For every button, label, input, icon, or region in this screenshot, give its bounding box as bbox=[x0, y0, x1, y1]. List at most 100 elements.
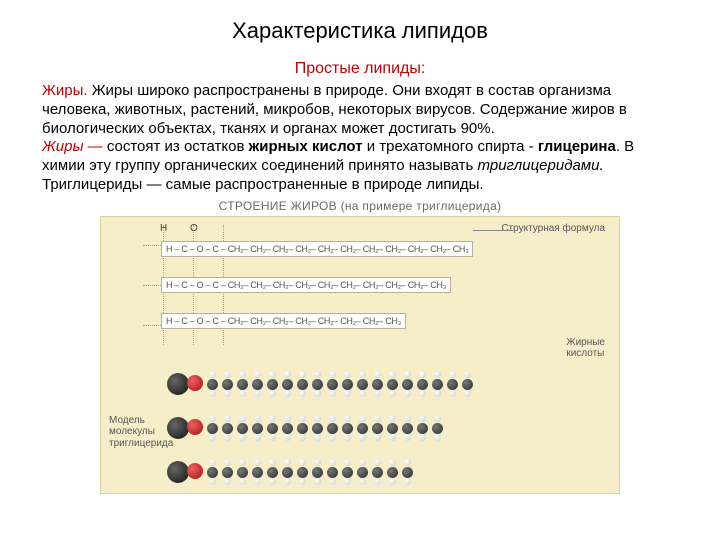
carbon-unit bbox=[250, 415, 265, 441]
carbon-atom-icon bbox=[357, 423, 368, 434]
hydrogen-atom-icon bbox=[464, 371, 471, 378]
carbon-unit bbox=[340, 371, 355, 397]
hydrogen-atom-icon bbox=[359, 371, 366, 378]
carbon-unit bbox=[250, 459, 265, 485]
hydrogen-atom-icon bbox=[344, 478, 351, 485]
hydrogen-atom-icon bbox=[344, 434, 351, 441]
hydrogen-atom-icon bbox=[404, 415, 411, 422]
lead-word-1: Жиры. bbox=[42, 82, 92, 99]
hydrogen-atom-icon bbox=[209, 478, 216, 485]
hydrogen-atom-icon bbox=[404, 478, 411, 485]
carbon-atom-icon bbox=[312, 467, 323, 478]
hydrogen-atom-icon bbox=[239, 390, 246, 397]
hydrogen-atom-icon bbox=[269, 434, 276, 441]
carbon-atom-icon bbox=[252, 467, 263, 478]
hydrogen-atom-icon bbox=[344, 415, 351, 422]
carbon-atom-icon bbox=[402, 379, 413, 390]
formula-row-2: H – C – O – C – CH₂– CH₂– CH₂– CH₂– CH₂–… bbox=[161, 277, 451, 293]
carbon-unit bbox=[430, 371, 445, 397]
hydrogen-atom-icon bbox=[434, 390, 441, 397]
carbon-unit bbox=[445, 371, 460, 397]
hydrogen-atom-icon bbox=[209, 434, 216, 441]
subtitle: Простые липиды: bbox=[42, 60, 678, 78]
carbon-unit bbox=[460, 371, 475, 397]
hydrogen-atom-icon bbox=[284, 459, 291, 466]
carbon-atom-icon bbox=[387, 467, 398, 478]
carbon-atom-icon bbox=[387, 379, 398, 390]
carbon-unit bbox=[220, 415, 235, 441]
carbon-atom-icon bbox=[372, 467, 383, 478]
carbon-atom-icon bbox=[327, 467, 338, 478]
hydrogen-atom-icon bbox=[419, 390, 426, 397]
hydrogen-atom-icon bbox=[254, 478, 261, 485]
hydrogen-atom-icon bbox=[374, 390, 381, 397]
carbon-unit bbox=[220, 371, 235, 397]
carbon-unit bbox=[400, 415, 415, 441]
hydrogen-atom-icon bbox=[269, 478, 276, 485]
carbon-atom-icon bbox=[267, 379, 278, 390]
p2-bold1: жирных кислот bbox=[249, 138, 363, 155]
carbon-atom-icon bbox=[207, 423, 218, 434]
hydrogen-atom-icon bbox=[254, 434, 261, 441]
glycerol-head bbox=[167, 417, 189, 439]
hydrogen-atom-icon bbox=[254, 371, 261, 378]
carbon-atom-icon bbox=[207, 379, 218, 390]
carbon-atom-icon bbox=[267, 467, 278, 478]
hydrogen-atom-icon bbox=[314, 434, 321, 441]
hydrogen-atom-icon bbox=[389, 390, 396, 397]
hydrogen-atom-icon bbox=[239, 459, 246, 466]
carbon-atom-icon bbox=[327, 379, 338, 390]
formula-row-1: H – C – O – C – CH₂– CH₂– CH₂– CH₂– CH₂–… bbox=[161, 241, 473, 257]
carbon-atom-icon bbox=[282, 467, 293, 478]
glycerol-head bbox=[167, 373, 189, 395]
carbon-unit bbox=[340, 415, 355, 441]
carbon-unit bbox=[325, 371, 340, 397]
carbon-atom-icon bbox=[297, 423, 308, 434]
hydrogen-atom-icon bbox=[389, 478, 396, 485]
carbon-unit bbox=[235, 459, 250, 485]
carbon-atom-icon bbox=[222, 379, 233, 390]
hydrogen-atom-icon bbox=[359, 459, 366, 466]
carbon-unit bbox=[370, 415, 385, 441]
glycerol-head bbox=[167, 461, 189, 483]
hydrogen-atom-icon bbox=[314, 459, 321, 466]
carbon-unit bbox=[280, 459, 295, 485]
hydrogen-atom-icon bbox=[434, 415, 441, 422]
paragraph-1: Жиры. Жиры широко распространены в приро… bbox=[42, 82, 678, 138]
carbon-unit bbox=[220, 459, 235, 485]
hydrogen-atom-icon bbox=[239, 478, 246, 485]
carbon-unit bbox=[295, 371, 310, 397]
hydrogen-atom-icon bbox=[224, 478, 231, 485]
carbon-unit bbox=[295, 459, 310, 485]
carbon-atom-icon bbox=[252, 423, 263, 434]
diagram-title: СТРОЕНИЕ ЖИРОВ (на примере триглицерида) bbox=[100, 199, 620, 213]
hydrogen-atom-icon bbox=[374, 478, 381, 485]
hydrogen-atom-icon bbox=[239, 371, 246, 378]
carbon-unit bbox=[400, 459, 415, 485]
carbon-atom-icon bbox=[207, 467, 218, 478]
hydrogen-atom-icon bbox=[449, 371, 456, 378]
p2-d: Триглицериды — самые распространенные в … bbox=[42, 176, 484, 193]
carbon-atom-icon bbox=[237, 379, 248, 390]
carbon-atom-icon bbox=[282, 423, 293, 434]
hydrogen-atom-icon bbox=[329, 371, 336, 378]
carbon-unit bbox=[265, 415, 280, 441]
carbon-unit bbox=[415, 371, 430, 397]
hydrogen-atom-icon bbox=[419, 371, 426, 378]
hydrogen-atom-icon bbox=[269, 390, 276, 397]
hydrogen-atom-icon bbox=[329, 415, 336, 422]
carbon-unit bbox=[340, 459, 355, 485]
hydrogen-atom-icon bbox=[284, 371, 291, 378]
hydrogen-atom-icon bbox=[254, 415, 261, 422]
hydrogen-atom-icon bbox=[224, 459, 231, 466]
carbon-unit bbox=[280, 371, 295, 397]
hydrogen-atom-icon bbox=[224, 371, 231, 378]
carbon-atom-icon bbox=[312, 379, 323, 390]
hydrogen-atom-icon bbox=[224, 415, 231, 422]
carbon-unit bbox=[280, 415, 295, 441]
hydrogen-atom-icon bbox=[344, 459, 351, 466]
carbon-unit bbox=[310, 459, 325, 485]
atom-h: H bbox=[160, 223, 167, 234]
oxygen-atom-icon bbox=[187, 375, 203, 391]
triglyceride-diagram: H O H – C – O – C – CH₂– CH₂– CH₂– CH₂– … bbox=[100, 216, 620, 494]
